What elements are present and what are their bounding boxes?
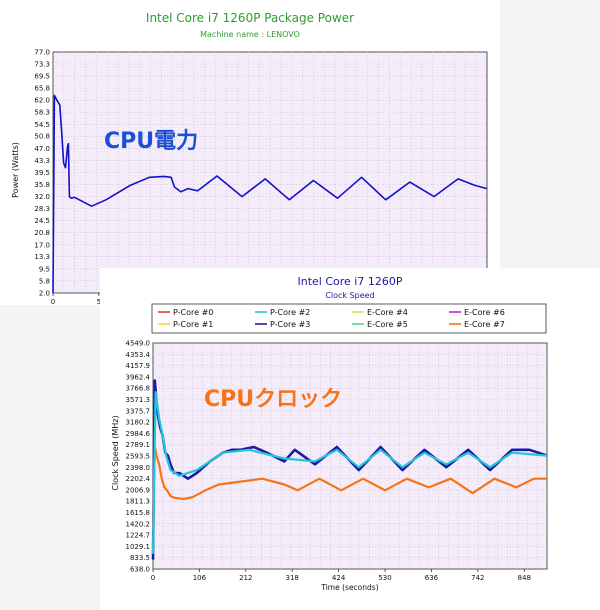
power-y-tick-label: 32.0 <box>34 193 50 201</box>
legend-entry-label: P-Core #1 <box>173 320 213 329</box>
clock-chart-panel: Intel Core i7 1260P Clock Speed P-Core #… <box>100 268 600 610</box>
power-y-tick-label: 35.8 <box>34 181 50 189</box>
power-y-tick-label: 43.3 <box>34 157 50 165</box>
power-y-tick-label: 17.0 <box>34 241 50 249</box>
clock-y-axis: 4549.0 4353.4 4157.9 3962.4 3766.8 3571.3 3375… <box>126 340 151 574</box>
power-y-tick-label: 50.8 <box>34 133 50 141</box>
clock-y-tick-label: 833.5 <box>130 554 150 562</box>
clock-y-tick-label: 1224.7 <box>126 532 151 540</box>
clock-y-tick-label: 4157.9 <box>126 362 151 370</box>
power-x-tick-label: 5 <box>97 298 101 305</box>
power-chart-panel: Intel Core i7 1260P Package Power Machin… <box>0 0 500 305</box>
legend-entry-label: P-Core #0 <box>173 308 213 317</box>
clock-x-axis-label: Time (seconds) <box>320 583 378 592</box>
power-y-tick-label: 73.3 <box>34 60 50 68</box>
legend-entry-label: E-Core #5 <box>367 320 408 329</box>
power-y-tick-label: 13.3 <box>34 253 50 261</box>
clock-y-tick-label: 3571.3 <box>126 396 151 404</box>
power-y-tick-label: 2.0 <box>39 290 50 298</box>
power-grid <box>52 51 488 294</box>
legend-entry-label: P-Core #2 <box>270 308 310 317</box>
power-y-tick-label: 20.8 <box>34 229 50 237</box>
power-y-axis-label: Power (Watts) <box>11 142 20 198</box>
clock-y-tick-label: 1615.8 <box>126 509 151 517</box>
clock-chart-subtitle: Clock Speed <box>325 291 374 300</box>
power-y-tick-label: 9.5 <box>39 265 50 273</box>
power-y-tick-label: 69.5 <box>34 73 50 81</box>
clock-x-tick-label: 742 <box>471 574 484 582</box>
clock-x-tick-label: 848 <box>518 574 531 582</box>
clock-x-tick-label: 636 <box>425 574 439 582</box>
power-y-tick-label: 5.8 <box>39 277 50 285</box>
clock-x-tick-label: 424 <box>332 574 346 582</box>
power-chart-title: Intel Core i7 1260P Package Power <box>146 11 354 25</box>
power-overlay-label: CPU電力 <box>104 129 198 154</box>
clock-grid <box>152 342 548 570</box>
legend-entry-label: E-Core #6 <box>464 308 505 317</box>
clock-x-tick-label: 318 <box>286 574 299 582</box>
clock-x-tick-label: 530 <box>378 574 391 582</box>
clock-y-tick-label: 4549.0 <box>126 340 151 348</box>
clock-chart: Intel Core i7 1260P Clock Speed P-Core #… <box>111 275 548 592</box>
power-y-tick-label: 65.8 <box>34 84 50 92</box>
clock-y-tick-label: 2398.0 <box>126 464 151 472</box>
power-y-tick-label: 62.0 <box>34 97 50 105</box>
clock-y-tick-label: 3962.4 <box>126 373 151 381</box>
clock-y-tick-label: 2202.4 <box>126 475 151 483</box>
power-y-tick-label: 28.3 <box>34 205 50 213</box>
power-chart: Intel Core i7 1260P Package Power Machin… <box>11 11 488 305</box>
clock-y-tick-label: 3375.7 <box>126 407 151 415</box>
clock-x-axis: 0 106 212 318 424 530 636 742 848 <box>151 569 531 582</box>
clock-y-tick-label: 1420.2 <box>126 520 151 528</box>
power-series-line-0 <box>52 94 488 294</box>
clock-y-tick-label: 1811.3 <box>126 498 151 506</box>
power-y-tick-label: 77.0 <box>34 49 50 57</box>
legend-entry-label: E-Core #7 <box>464 320 505 329</box>
clock-y-tick-label: 4353.4 <box>126 351 151 359</box>
clock-y-tick-label: 2789.1 <box>126 441 151 449</box>
clock-series-line-1 <box>151 445 547 531</box>
clock-legend: P-Core #0 P-Core #2 E-Core #4 E-Core #6 P-Co… <box>158 308 505 329</box>
clock-x-tick-label: 106 <box>193 574 207 582</box>
clock-chart-title: Intel Core i7 1260P <box>298 275 403 288</box>
legend-entry-label: E-Core #4 <box>367 308 408 317</box>
clock-x-tick-label: 0 <box>151 574 155 582</box>
clock-series-line-2 <box>151 390 548 554</box>
power-y-axis: 77.0 73.3 69.5 65.8 62.0 58.3 54.5 50.8 47.0 43.3… <box>34 49 50 298</box>
power-y-tick-label: 54.5 <box>34 121 50 129</box>
clock-x-tick-label: 212 <box>239 574 252 582</box>
legend-box <box>151 303 547 334</box>
clock-y-tick-label: 3180.2 <box>126 419 151 427</box>
power-y-tick-label: 24.5 <box>34 217 50 225</box>
legend-entry-label: P-Core #3 <box>270 320 310 329</box>
power-series <box>52 94 488 294</box>
clock-y-tick-label: 1029.1 <box>126 543 151 551</box>
clock-y-tick-label: 638.0 <box>130 566 150 574</box>
power-y-tick-label: 47.0 <box>34 145 50 153</box>
clock-y-tick-label: 3766.8 <box>126 385 151 393</box>
clock-y-tick-label: 2984.6 <box>126 430 151 438</box>
power-y-tick-label: 58.3 <box>34 109 50 117</box>
clock-series <box>151 379 548 560</box>
clock-y-tick-label: 2006.9 <box>126 486 151 494</box>
clock-y-axis-label: Clock Speed (MHz) <box>111 415 120 490</box>
clock-overlay-label: CPUクロック <box>204 387 342 412</box>
power-y-tick-label: 39.5 <box>34 169 50 177</box>
power-chart-subtitle: Machine name : LENOVO <box>200 30 300 39</box>
clock-y-tick-label: 2593.5 <box>126 453 151 461</box>
power-x-tick-label: 0 <box>51 298 55 305</box>
